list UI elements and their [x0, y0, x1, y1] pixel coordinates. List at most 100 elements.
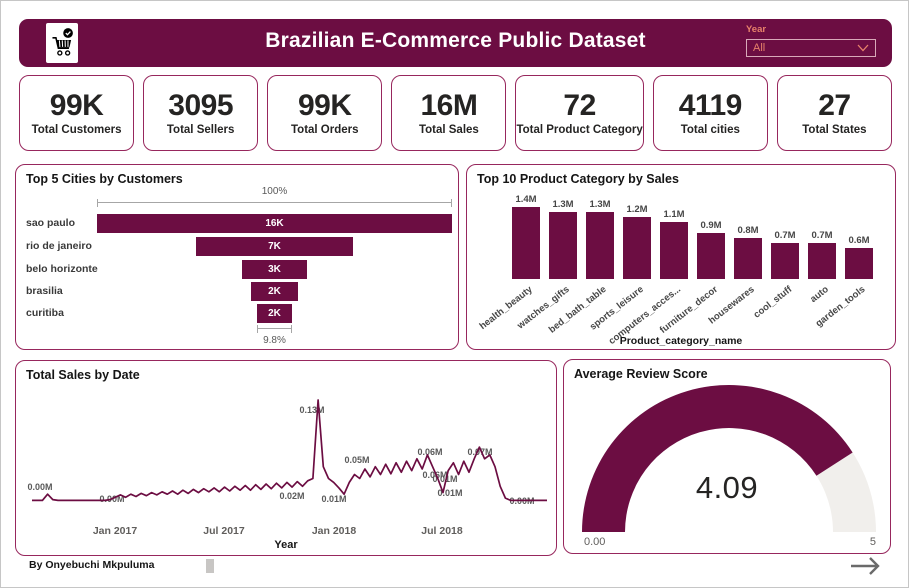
bar-value-label: 1.4M — [515, 194, 537, 205]
line-x-tick: Jul 2018 — [421, 525, 463, 537]
line-data-label: 0.13M — [299, 405, 324, 415]
funnel-title: Top 5 Cities by Customers — [26, 172, 183, 186]
year-filter: Year All — [746, 24, 876, 57]
kpi-value: 4119 — [678, 88, 743, 122]
bar-housewares[interactable] — [734, 237, 762, 279]
gauge-panel-review-score: Average Review Score 4.09 0.00 5 — [563, 359, 891, 554]
bar-value-label: 0.9M — [700, 219, 722, 231]
review-score-gauge — [582, 385, 876, 532]
author-credit: By Onyebuchi Mkpuluma — [29, 559, 155, 571]
line-x-tick: Jul 2017 — [203, 525, 245, 537]
funnel-bar-sao-paulo[interactable]: 16K — [97, 214, 452, 233]
bar-value-label: 0.7M — [811, 230, 833, 241]
kpi-card-total-sellers: 3095 Total Sellers — [143, 75, 259, 151]
funnel-panel-top5-cities: Top 5 Cities by Customers 100% sao paulo… — [15, 164, 459, 350]
kpi-value: 3095 — [168, 88, 234, 122]
line-data-label: 0.06M — [417, 447, 442, 457]
dashboard-title: Brazilian E-Commerce Public Dataset — [265, 29, 646, 52]
bar-panel-top10-categories: Top 10 Product Category by Sales 1.4M hea… — [466, 164, 896, 350]
kpi-label: Total Customers — [31, 124, 122, 137]
header-bar: Brazilian E-Commerce Public Dataset Year… — [19, 19, 892, 67]
chevron-down-icon — [857, 44, 869, 52]
bar-cool-stuff[interactable] — [771, 243, 799, 279]
bar-watches-gifts[interactable] — [549, 212, 577, 279]
bar-computers-acces[interactable] — [660, 222, 688, 279]
line-chart-title: Total Sales by Date — [26, 368, 140, 382]
kpi-card-total-sales: 16M Total Sales — [391, 75, 507, 151]
funnel-bar-brasilia[interactable]: 2K — [250, 282, 299, 301]
bar-x-axis-title: Product_category_name — [619, 335, 743, 347]
bar-value-label: 0.8M — [737, 224, 759, 236]
year-filter-label: Year — [746, 24, 767, 35]
bar-bed-bath-table[interactable] — [586, 212, 614, 279]
bar-value-label: 0.7M — [774, 230, 796, 241]
line-x-axis-title: Year — [274, 539, 298, 551]
check-badge-icon — [63, 28, 73, 38]
kpi-label: Total Product Category — [516, 124, 643, 137]
bar-chart-title: Top 10 Product Category by Sales — [477, 172, 679, 186]
gauge-max-label: 5 — [869, 536, 876, 548]
year-filter-dropdown[interactable]: All — [746, 39, 876, 57]
line-data-label: 0.01M — [432, 474, 457, 484]
funnel-top-percent: 100% — [261, 186, 288, 197]
kpi-label: Total Sales — [418, 124, 479, 137]
kpi-label: Total States — [802, 124, 867, 137]
bar-value-label: 1.2M — [626, 204, 648, 216]
sales-line-chart: Jan 2017 Jul 2017 Jan 2018 Jul 2018 0.00M 0.0… — [27, 399, 547, 537]
gauge-title: Average Review Score — [574, 367, 708, 381]
funnel-category-label: rio de janeiro — [26, 240, 92, 252]
bar-garden-tools[interactable] — [845, 248, 873, 279]
bar-value-label: 1.3M — [589, 199, 611, 211]
line-data-label: 0.05M — [344, 455, 369, 465]
scrollbar-thumb[interactable] — [206, 559, 214, 573]
bar-category-label: cool_stuff — [751, 284, 794, 321]
kpi-value: 16M — [420, 88, 478, 122]
kpi-label: Total Orders — [291, 124, 359, 137]
bar-value-label: 0.6M — [848, 235, 870, 247]
kpi-row: 99K Total Customers 3095 Total Sellers 99K To… — [19, 75, 892, 151]
line-data-label: 0.01M — [321, 494, 346, 504]
line-x-tick: Jan 2018 — [312, 525, 357, 537]
line-panel-sales-by-date: Total Sales by Date Jan 2017 Jul 2017 Jan … — [15, 360, 557, 556]
year-filter-value: All — [753, 42, 766, 54]
bar-auto[interactable] — [808, 243, 836, 279]
line-data-label: 0.06M — [422, 470, 447, 480]
funnel-category-label: belo horizonte — [26, 263, 98, 275]
kpi-card-total-orders: 99K Total Orders — [267, 75, 383, 151]
kpi-value: 99K — [49, 88, 104, 122]
gauge-fill — [582, 385, 853, 532]
bar-furniture-decor[interactable] — [697, 232, 725, 279]
funnel-max-bracket — [97, 199, 452, 207]
kpi-label: Total Sellers — [166, 124, 235, 137]
gauge-value: 4.09 — [695, 470, 759, 505]
kpi-card-total-product-category: 72 Total Product Category — [515, 75, 644, 151]
line-data-label: 0.02M — [279, 491, 304, 501]
funnel-min-bracket — [257, 325, 292, 333]
next-page-arrow-icon[interactable] — [846, 552, 886, 580]
kpi-card-total-customers: 99K Total Customers — [19, 75, 135, 151]
line-data-label: 0.01M — [437, 488, 462, 498]
bar-category-label: auto — [808, 284, 831, 306]
funnel-category-label: sao paulo — [26, 217, 76, 229]
bar-sports-leisure[interactable] — [623, 217, 651, 279]
funnel-bottom-percent: 9.8% — [263, 335, 286, 346]
gauge-min-label: 0.00 — [584, 536, 606, 548]
logo-box — [46, 23, 78, 63]
funnel-bar-curitiba[interactable]: 2K — [257, 304, 292, 323]
kpi-value: 72 — [563, 88, 596, 122]
kpi-card-total-cities: 4119 Total cities — [652, 75, 768, 151]
line-x-tick: Jan 2017 — [93, 525, 138, 537]
funnel-bar-rio-de-janeiro[interactable]: 7K — [195, 237, 354, 256]
kpi-value: 27 — [818, 88, 851, 122]
funnel-bar-belo-horizonte[interactable]: 3K — [242, 260, 307, 279]
bar-value-label: 1.1M — [663, 209, 685, 221]
line-data-label: 0.00M — [27, 482, 52, 492]
line-data-label: 0.07M — [467, 447, 492, 457]
bar-health-beauty[interactable] — [512, 207, 540, 279]
kpi-value: 99K — [298, 88, 352, 122]
bar-value-label: 1.3M — [552, 199, 574, 211]
funnel-category-label: curitiba — [26, 307, 64, 319]
funnel-category-label: brasilia — [26, 285, 63, 297]
sales-line-series — [32, 399, 547, 502]
